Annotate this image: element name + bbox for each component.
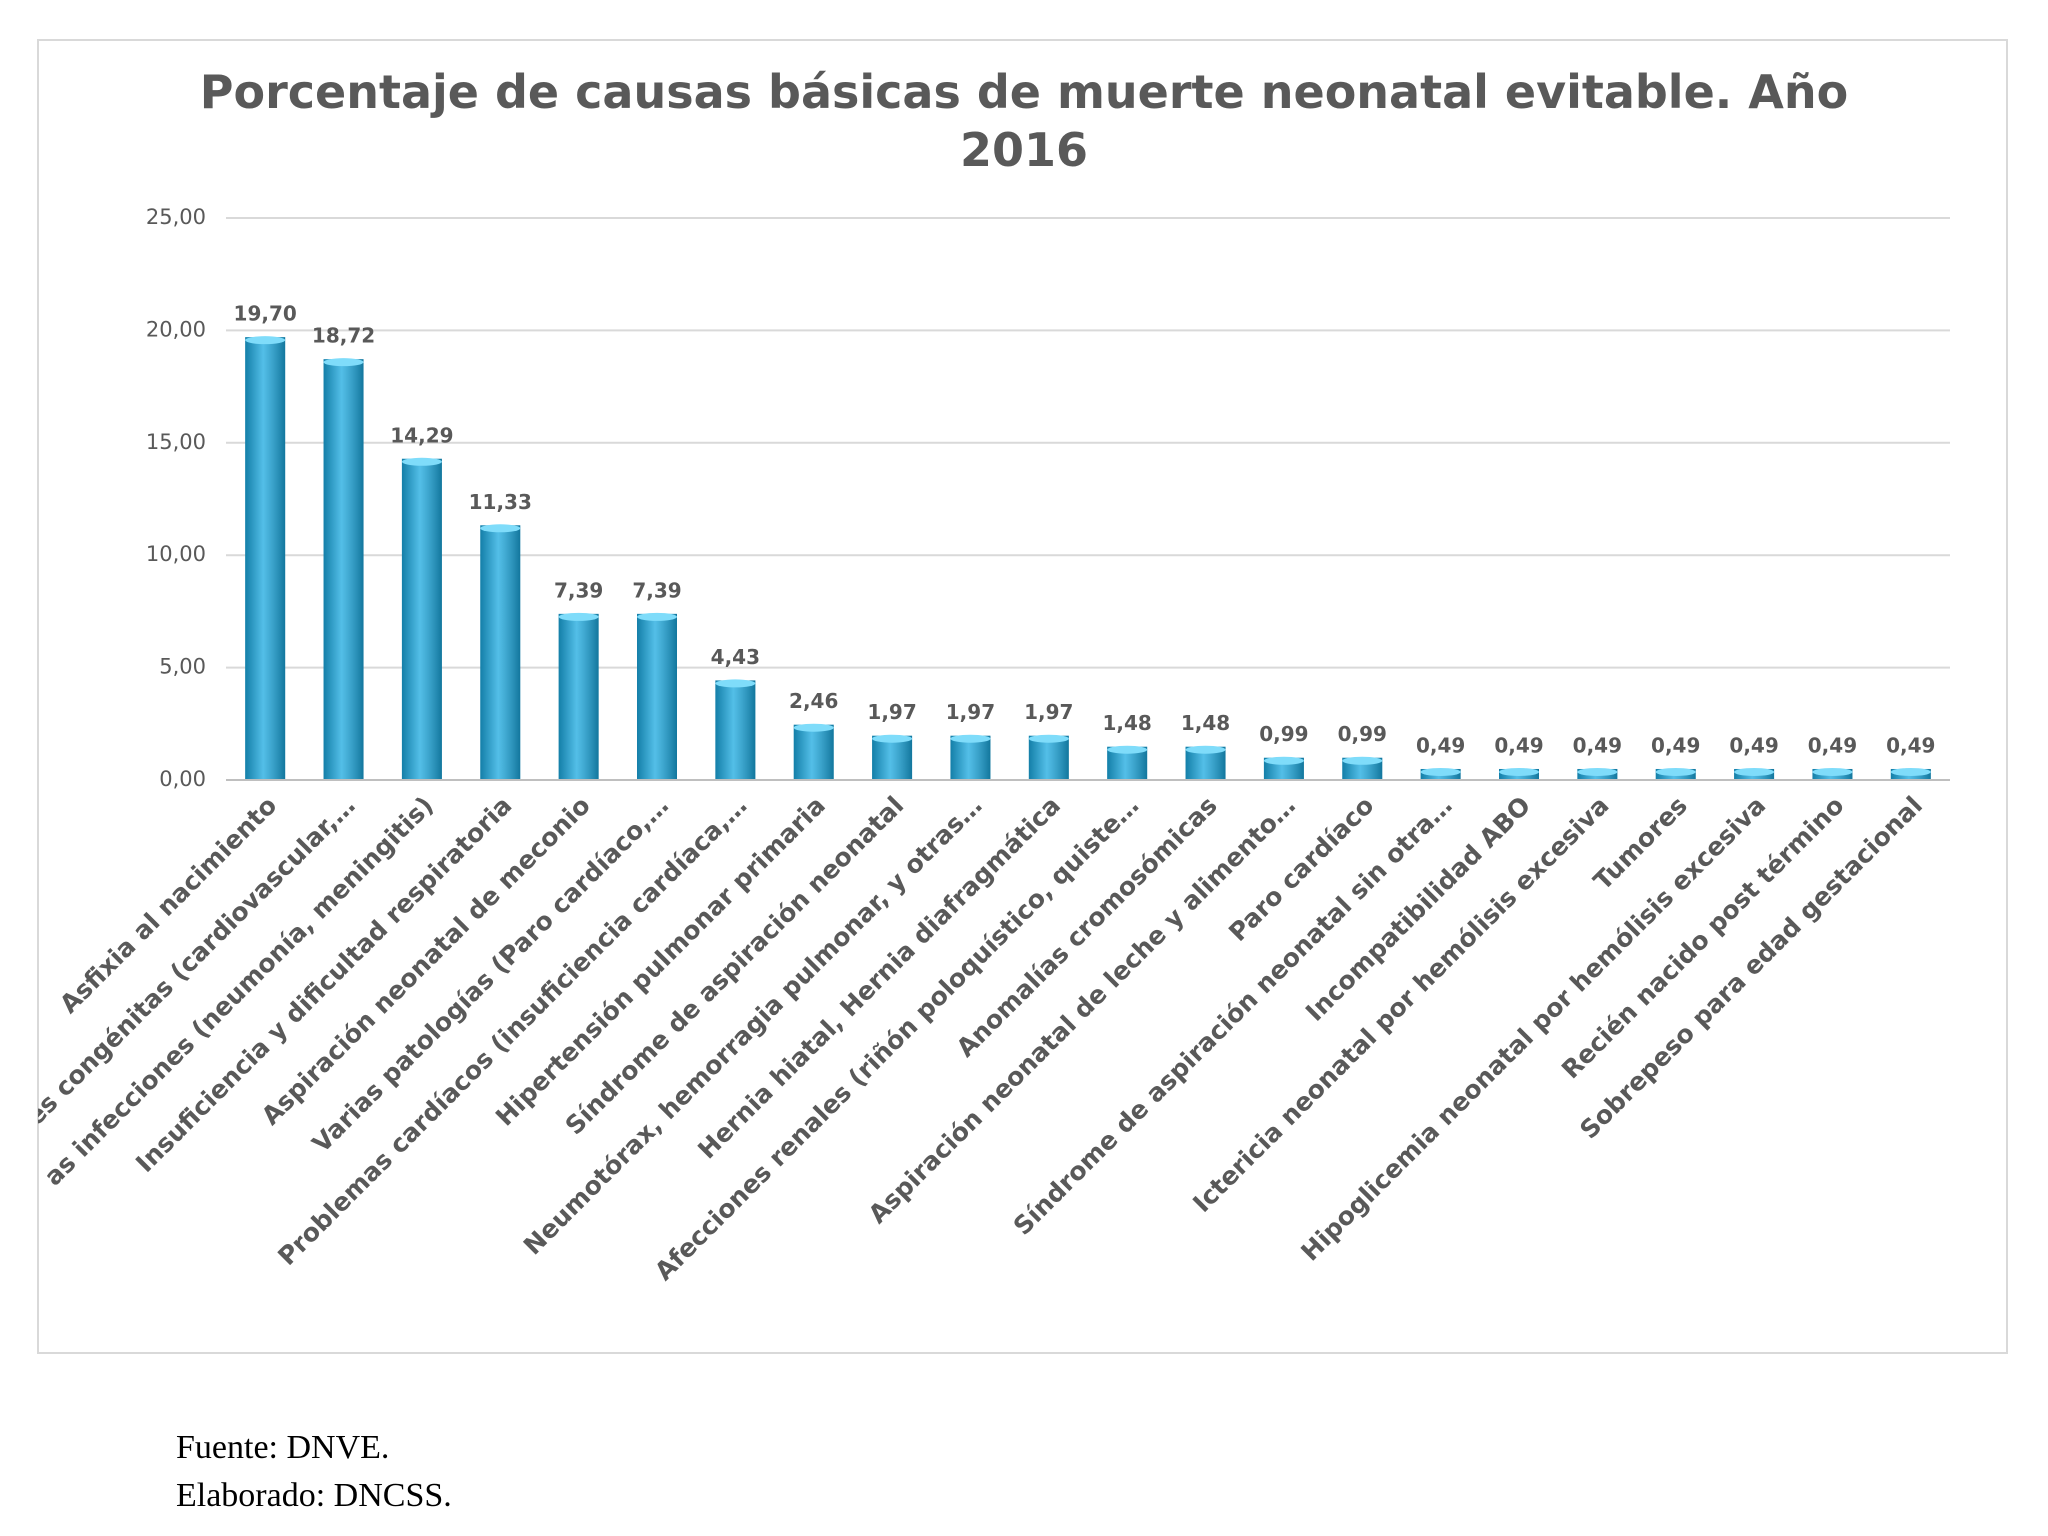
bar-top — [1812, 767, 1853, 776]
bar-top — [401, 457, 442, 466]
bar-shade — [401, 458, 442, 780]
value-label: 7,39 — [632, 578, 681, 602]
bar-top — [1577, 767, 1618, 776]
value-label: 0,49 — [1651, 733, 1700, 757]
bar-top — [793, 723, 834, 732]
bar-top — [1734, 767, 1775, 776]
bar-shade — [1028, 735, 1069, 780]
bar-shade — [323, 359, 364, 780]
value-label: 2,46 — [789, 689, 838, 713]
value-label: 0,49 — [1886, 733, 1935, 757]
bar-top — [245, 336, 286, 345]
author-note: Elaborado: DNCSS. — [176, 1477, 452, 1514]
bar-shade — [950, 735, 991, 780]
bar-top — [1263, 756, 1304, 765]
bar-top — [480, 524, 521, 533]
bar-top — [1107, 745, 1148, 754]
chart-title: Porcentaje de causas básicas de muerte n… — [200, 65, 1848, 177]
value-label: 0,49 — [1494, 733, 1543, 757]
bar-shade — [558, 613, 599, 780]
value-label: 11,33 — [469, 490, 532, 514]
bar-top — [950, 734, 991, 743]
bar-shade — [245, 337, 286, 780]
bar-top — [1185, 745, 1226, 754]
y-tick-label: 25,00 — [146, 205, 206, 229]
value-label: 14,29 — [390, 423, 453, 447]
y-tick-label: 5,00 — [159, 655, 206, 679]
bar-top — [1655, 767, 1696, 776]
y-tick-label: 0,00 — [159, 767, 206, 791]
value-label: 0,49 — [1416, 733, 1465, 757]
bar-shade — [480, 525, 521, 780]
bar-top — [1028, 734, 1069, 743]
y-tick-label: 10,00 — [146, 542, 206, 566]
bar-shade — [872, 735, 913, 780]
bar-top — [323, 358, 364, 367]
bar-top — [1890, 767, 1931, 776]
bar-top — [715, 679, 756, 688]
source-note: Fuente: DNVE. — [176, 1429, 389, 1466]
bar-shade — [715, 680, 756, 780]
value-label: 0,49 — [1808, 733, 1857, 757]
value-label: 1,97 — [946, 700, 995, 724]
bar-top — [1342, 756, 1383, 765]
bar-top — [558, 612, 599, 621]
value-label: 19,70 — [234, 302, 297, 326]
y-tick-label: 20,00 — [146, 317, 206, 341]
value-label: 18,72 — [312, 324, 375, 348]
value-label: 1,48 — [1103, 711, 1152, 735]
value-label: 1,97 — [1024, 700, 1073, 724]
bar-top — [637, 612, 677, 621]
bar-top — [1420, 767, 1461, 776]
chart-frame — [37, 39, 2008, 1354]
value-label: 1,97 — [867, 700, 916, 724]
bar-shade — [793, 724, 834, 780]
bar-top — [1499, 767, 1539, 776]
bar-shade — [637, 613, 677, 780]
value-label: 4,43 — [711, 645, 760, 669]
value-label: 7,39 — [554, 578, 603, 602]
bar-top — [872, 734, 913, 743]
value-label: 0,49 — [1573, 733, 1622, 757]
value-label: 1,48 — [1181, 711, 1230, 735]
y-tick-label: 15,00 — [146, 430, 206, 454]
value-label: 0,99 — [1338, 722, 1387, 746]
value-label: 0,99 — [1259, 722, 1308, 746]
value-label: 0,49 — [1729, 733, 1778, 757]
